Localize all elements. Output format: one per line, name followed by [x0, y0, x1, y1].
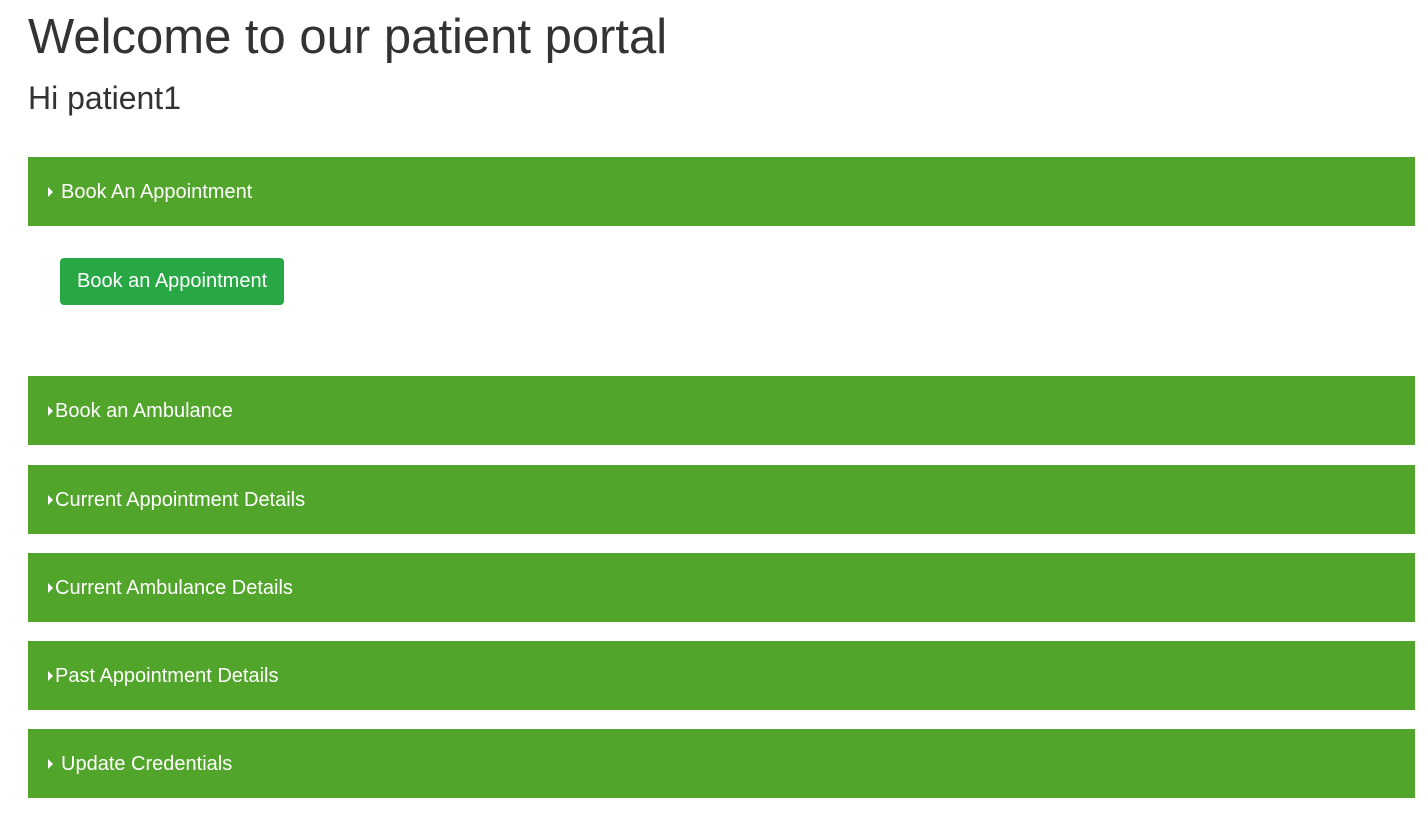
caret-right-icon [48, 582, 53, 593]
caret-right-icon [48, 758, 53, 769]
panel-header-past-appointment-details[interactable]: Past Appointment Details [28, 641, 1415, 710]
panel-label-book-appointment: Book An Appointment [61, 180, 253, 203]
panel-label-update-credentials: Update Credentials [61, 752, 233, 775]
user-greeting: Hi patient1 [28, 80, 181, 116]
caret-right-icon [48, 405, 53, 416]
panel-header-current-ambulance-details[interactable]: Current Ambulance Details [28, 553, 1415, 622]
caret-right-icon [48, 670, 53, 681]
caret-right-icon [48, 494, 53, 505]
panel-label-past-appointment-details: Past Appointment Details [55, 664, 279, 687]
page-title: Welcome to our patient portal [28, 10, 668, 64]
caret-right-icon [48, 186, 53, 197]
panel-label-book-ambulance: Book an Ambulance [55, 399, 233, 422]
panel-label-current-appointment-details: Current Appointment Details [55, 488, 306, 511]
panel-label-current-ambulance-details: Current Ambulance Details [55, 576, 293, 599]
panel-header-book-appointment[interactable]: Book An Appointment [28, 157, 1415, 226]
panel-header-current-appointment-details[interactable]: Current Appointment Details [28, 465, 1415, 534]
panel-header-book-ambulance[interactable]: Book an Ambulance [28, 376, 1415, 445]
panel-header-update-credentials[interactable]: Update Credentials [28, 729, 1415, 798]
book-appointment-button[interactable]: Book an Appointment [60, 258, 285, 305]
